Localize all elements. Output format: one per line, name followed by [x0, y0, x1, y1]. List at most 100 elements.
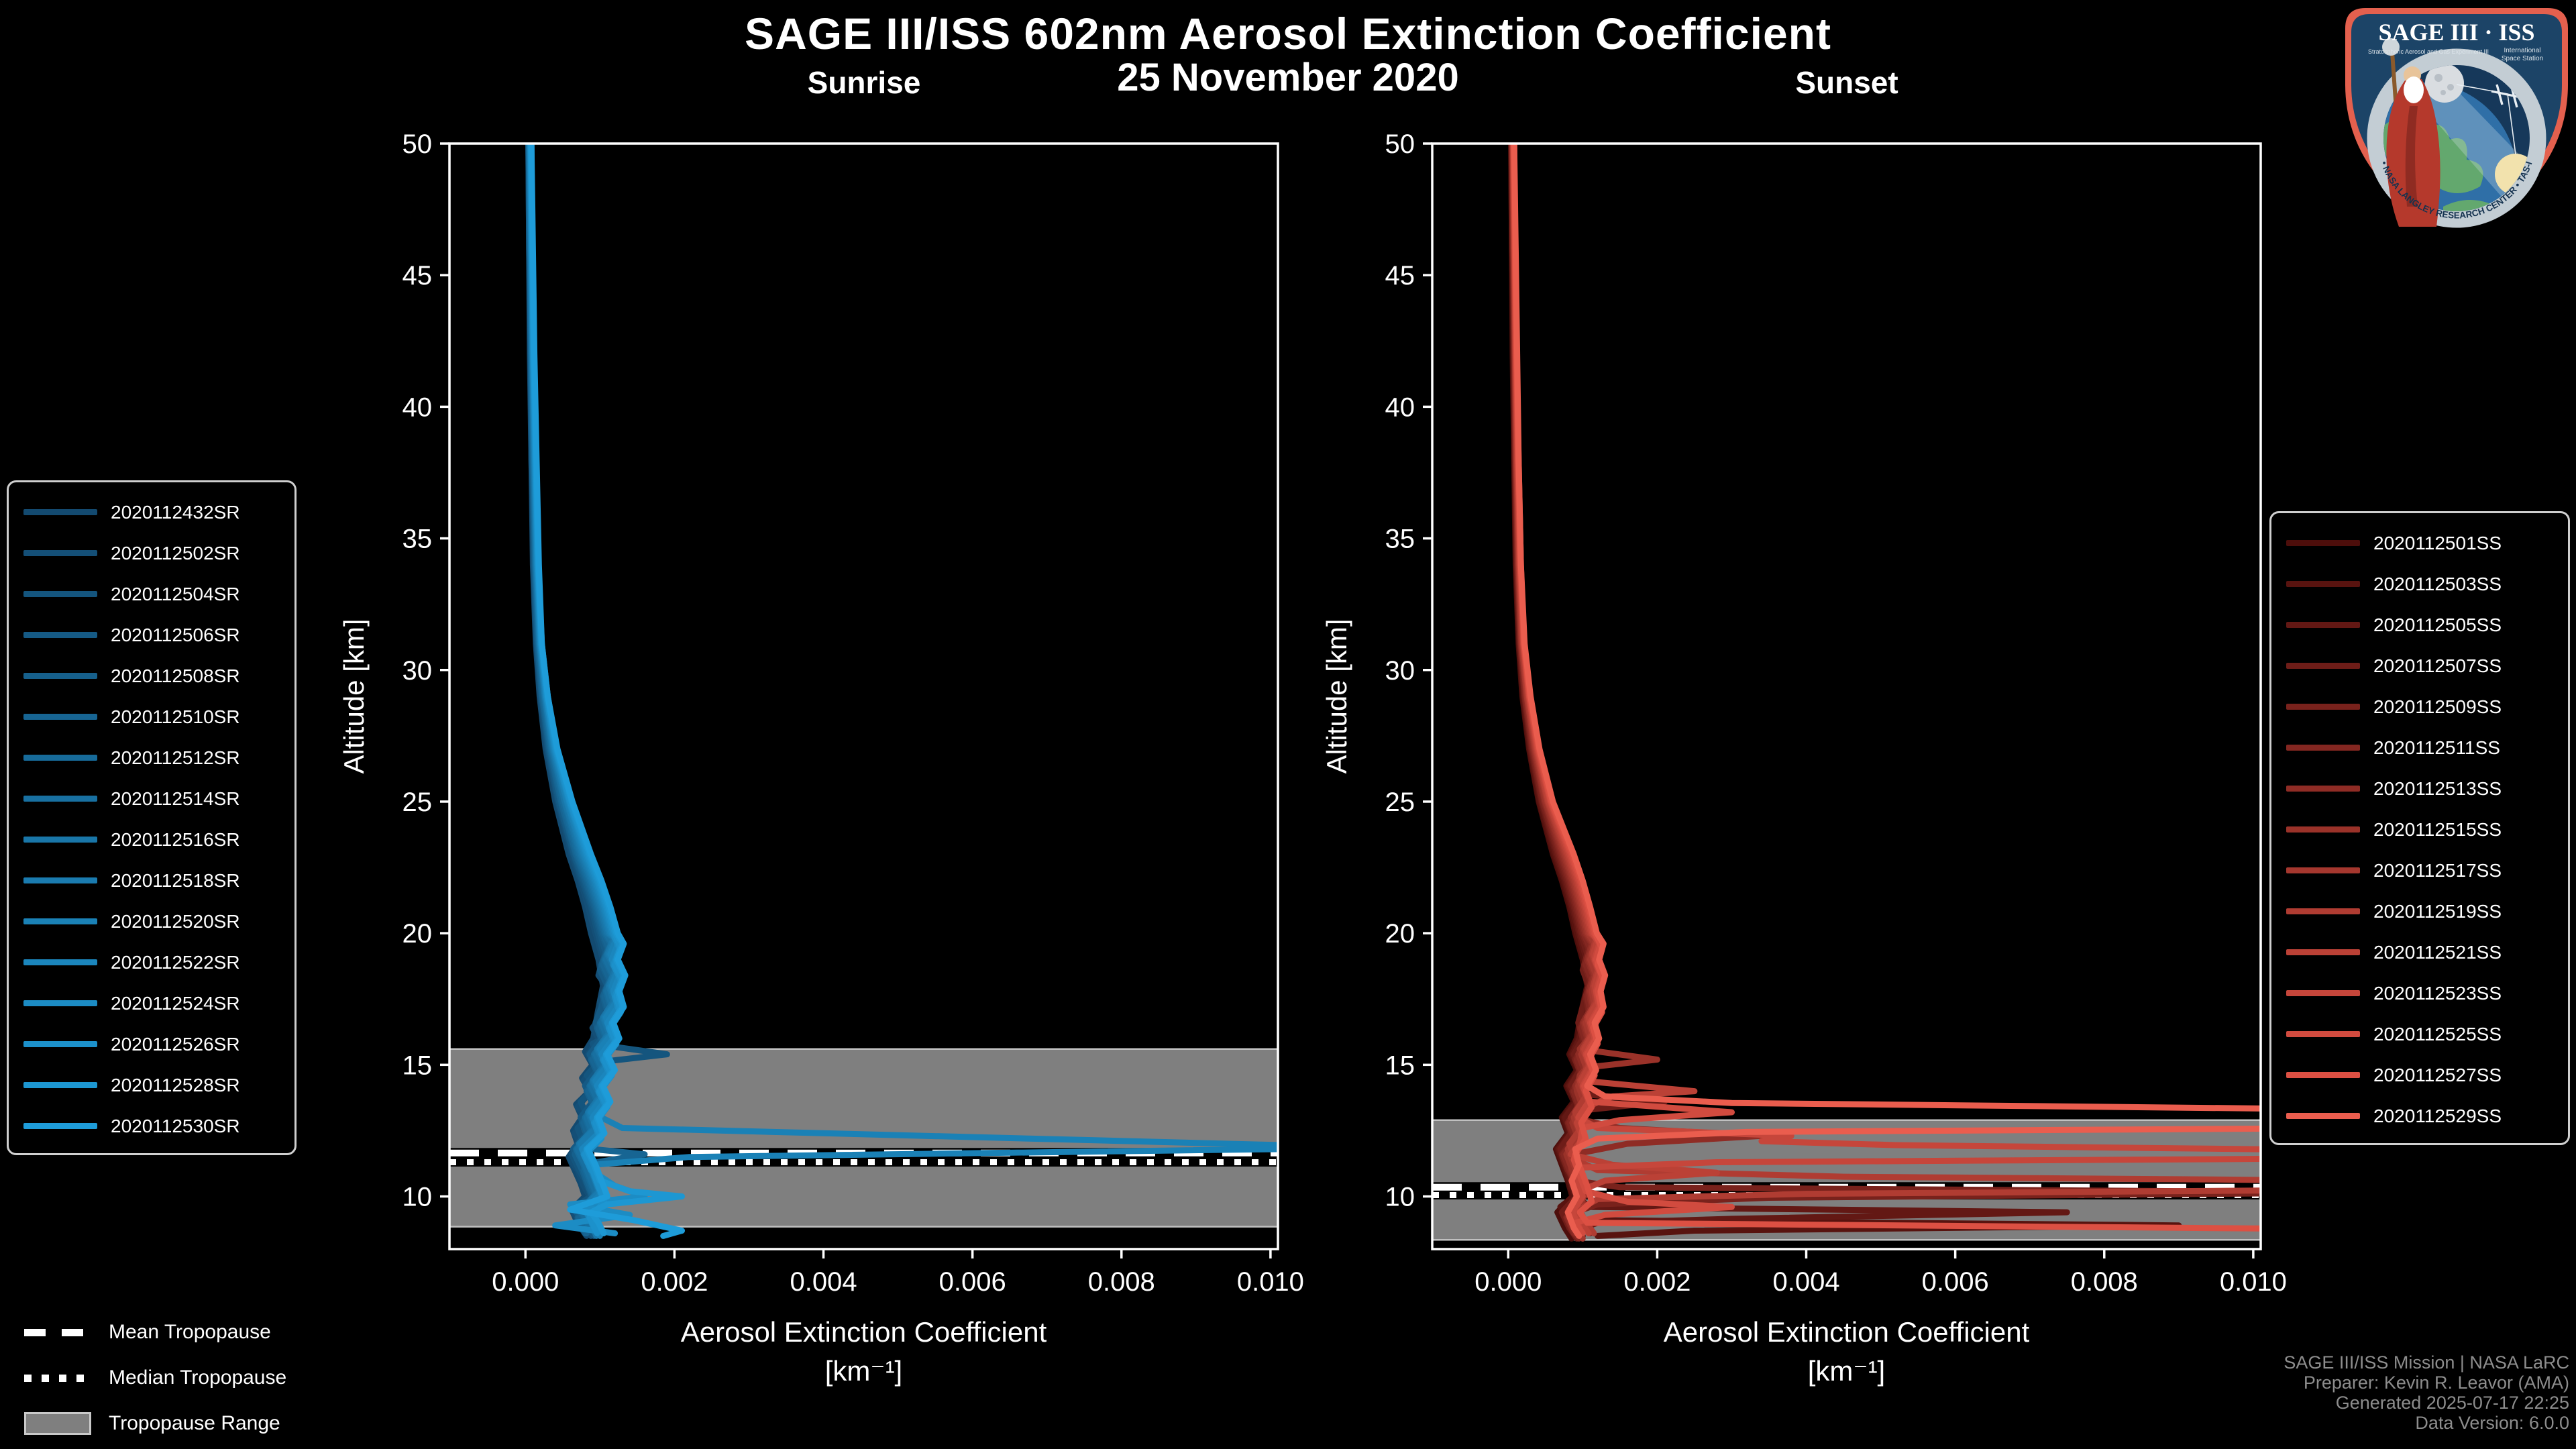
- profile-2020112525SS: [1510, 144, 1735, 1236]
- event-id-label: 2020112508SR: [111, 665, 240, 686]
- event-id-label: 2020112510SR: [111, 706, 240, 727]
- line-color-swatch: [2286, 1113, 2360, 1119]
- line-color-swatch: [2286, 949, 2360, 955]
- legend-item: 2020112526SR: [9, 1024, 294, 1065]
- y-axis-label: Altitude [km]: [338, 619, 370, 773]
- event-id-label: 2020112501SS: [2373, 532, 2502, 553]
- legend-sunrise: 2020112432SR 2020112502SR 2020112504SR 2020…: [7, 480, 297, 1155]
- footer-line: Generated 2025-07-17 22:25: [2335, 1393, 2569, 1413]
- event-id-label: 2020112520SR: [111, 910, 240, 932]
- line-color-swatch: [2286, 786, 2360, 792]
- x-tick-label: 0.002: [1623, 1267, 1690, 1297]
- legend-item: 2020112515SS: [2271, 809, 2568, 850]
- x-tick-label: 0.010: [2220, 1267, 2287, 1297]
- legend-item: 2020112520SR: [9, 901, 294, 942]
- line-color-swatch: [23, 591, 97, 597]
- profile-2020112503SS: [1508, 144, 2182, 1239]
- legend-item: 2020112530SR: [9, 1106, 294, 1146]
- profile-2020112530SR: [528, 144, 685, 1239]
- legend-item: 2020112432SR: [9, 492, 294, 533]
- line-color-swatch: [23, 755, 97, 761]
- legend-label: Mean Tropopause: [109, 1321, 271, 1343]
- profile-2020112523SS: [1510, 144, 2261, 1232]
- line-color-swatch: [2286, 622, 2360, 628]
- logo-subtitle: Stratospheric Aerosol and Gas Experiment…: [2368, 48, 2489, 55]
- profile-2020112519SS: [1509, 144, 2261, 1236]
- legend-item: 2020112523SS: [2271, 973, 2568, 1014]
- legend-sunset: 2020112501SS 2020112503SS 2020112505SS 2020…: [2269, 511, 2570, 1145]
- legend-item-tropopause-range: Tropopause Range: [24, 1401, 286, 1446]
- logo-int-line2: Space Station: [2502, 55, 2543, 62]
- x-tick-label: 0.000: [492, 1267, 559, 1297]
- legend-item: 2020112503SS: [2271, 564, 2568, 604]
- event-id-label: 2020112506SR: [111, 624, 240, 645]
- event-id-label: 2020112521SS: [2373, 941, 2502, 963]
- panel-title-sunrise: Sunrise: [807, 65, 921, 100]
- legend-item-mean-tropopause: Mean Tropopause: [24, 1309, 286, 1355]
- y-tick-label: 25: [1385, 788, 1415, 817]
- line-color-swatch: [2286, 867, 2360, 873]
- legend-tropopause: Mean Tropopause Median Tropopause Tropop…: [24, 1309, 286, 1446]
- event-id-label: 2020112529SS: [2373, 1105, 2502, 1126]
- y-tick-label: 30: [1385, 656, 1415, 686]
- y-axis-label: Altitude [km]: [1321, 619, 1352, 773]
- figure-title: SAGE III/ISS 602nm Aerosol Extinction Co…: [745, 9, 1831, 58]
- event-id-label: 2020112527SS: [2373, 1064, 2502, 1085]
- line-color-swatch: [23, 714, 97, 720]
- y-tick-label: 50: [1385, 129, 1415, 159]
- axes-spines: [448, 142, 1279, 1250]
- event-id-label: 2020112524SR: [111, 992, 240, 1014]
- profile-2020112529SS: [1511, 144, 2261, 1239]
- legend-item: 2020112528SR: [9, 1065, 294, 1106]
- legend-item: 2020112504SR: [9, 574, 294, 614]
- event-id-label: 2020112523SS: [2373, 982, 2502, 1004]
- y-tick-label: 30: [402, 656, 433, 686]
- legend-item: 2020112511SS: [2271, 727, 2568, 768]
- x-axis-units-label: [km⁻¹]: [1808, 1355, 1885, 1387]
- line-color-swatch: [2286, 826, 2360, 833]
- line-color-swatch: [2286, 663, 2360, 669]
- line-color-swatch: [23, 509, 97, 515]
- y-tick-label: 35: [402, 525, 433, 554]
- legend-item: 2020112510SR: [9, 696, 294, 737]
- line-color-swatch: [23, 959, 97, 965]
- event-id-label: 2020112514SR: [111, 788, 240, 809]
- plot-area-sunrise: 0.000 0.002 0.004 0.006 0.008 0.010 50 45 40 35 30…: [338, 129, 1304, 1387]
- event-id-label: 2020112432SR: [111, 501, 240, 523]
- panel-title-sunset: Sunset: [1795, 65, 1898, 100]
- line-color-swatch: [2286, 1072, 2360, 1078]
- event-id-label: 2020112503SS: [2373, 573, 2502, 594]
- legend-item: 2020112529SS: [2271, 1095, 2568, 1136]
- dotted-line-swatch: [24, 1374, 91, 1382]
- event-id-label: 2020112526SR: [111, 1033, 240, 1055]
- profile-2020112527SS: [1511, 144, 2261, 1232]
- y-tick-label: 35: [1385, 525, 1415, 554]
- event-id-label: 2020112518SR: [111, 869, 240, 891]
- line-color-swatch: [23, 673, 97, 679]
- legend-label: Tropopause Range: [109, 1412, 280, 1434]
- x-tick-label: 0.006: [1922, 1267, 1989, 1297]
- event-id-label: 2020112525SS: [2373, 1023, 2502, 1044]
- figure-date: 25 November 2020: [1117, 56, 1459, 99]
- y-tick-label: 10: [402, 1183, 433, 1212]
- plot-area-sunset: 0.000 0.002 0.004 0.006 0.008 0.010 50 45 40 35 30…: [1321, 129, 2287, 1387]
- x-tick-label: 0.004: [790, 1267, 857, 1297]
- event-id-label: 2020112513SS: [2373, 777, 2502, 799]
- legend-item: 2020112527SS: [2271, 1055, 2568, 1095]
- legend-item: 2020112519SS: [2271, 891, 2568, 932]
- y-tick-label: 40: [402, 392, 433, 422]
- profile-2020112509SS: [1509, 144, 2261, 1236]
- x-tick-label: 0.008: [2071, 1267, 2138, 1297]
- legend-item: 2020112522SR: [9, 942, 294, 983]
- event-id-label: 2020112530SR: [111, 1115, 240, 1136]
- legend-item: 2020112507SS: [2271, 645, 2568, 686]
- line-color-swatch: [23, 796, 97, 802]
- logo-title: SAGE III · ISS: [2378, 19, 2534, 46]
- footer-credits: SAGE III/ISS Mission | NASA LaRC Prepare…: [2284, 1352, 2569, 1433]
- y-tick-label: 50: [402, 129, 433, 159]
- line-color-swatch: [2286, 581, 2360, 587]
- logo-ring: [2367, 48, 2546, 228]
- band-swatch: [24, 1412, 91, 1435]
- profile-2020112513SS: [1509, 144, 1765, 1236]
